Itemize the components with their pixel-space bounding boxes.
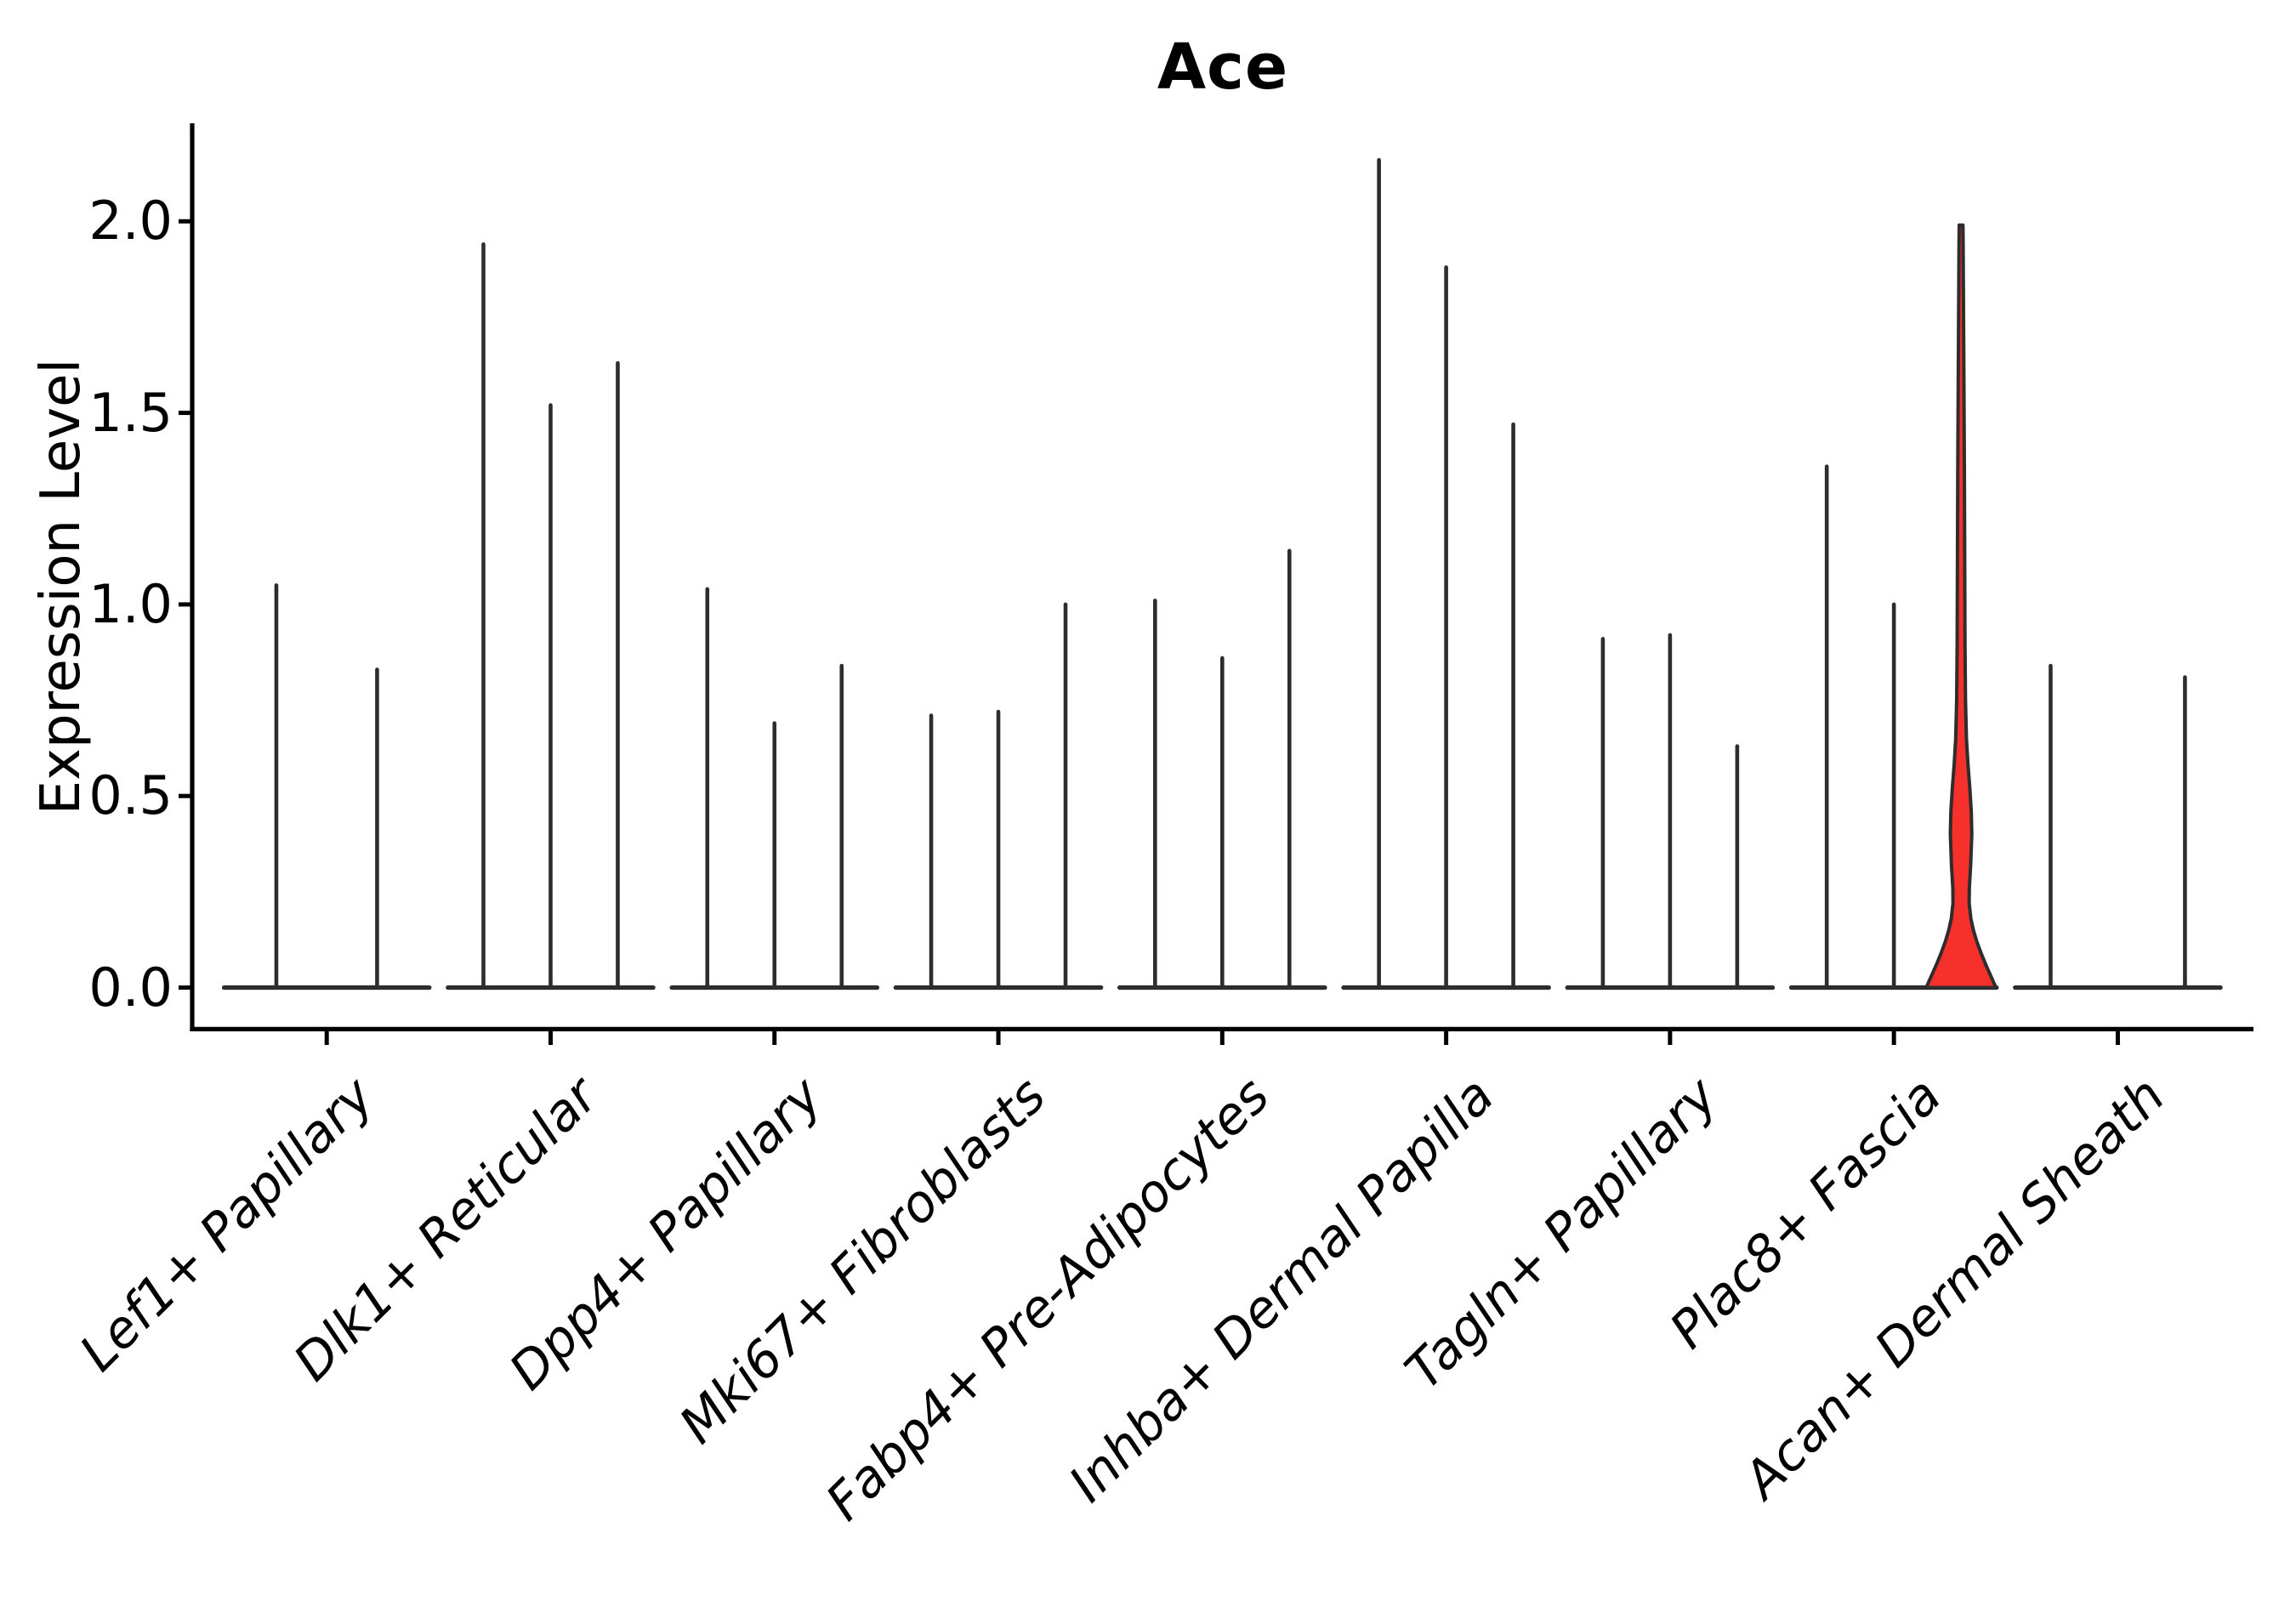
y-tick-label: 2.0 — [88, 190, 173, 253]
y-tick-label: 0.5 — [88, 764, 173, 827]
highlighted-violin — [1924, 223, 1998, 990]
y-tick-label: 1.0 — [88, 572, 173, 635]
chart-title: Ace — [1157, 31, 1289, 104]
y-tick-label: 1.5 — [88, 381, 173, 444]
y-tick-label: 0.0 — [88, 956, 173, 1019]
violin-plot-canvas — [179, 123, 2253, 1045]
violin-figure: Ace Expression Level 0.0 0.5 1.0 1.5 2.0 Lef… — [30, 31, 2253, 1533]
